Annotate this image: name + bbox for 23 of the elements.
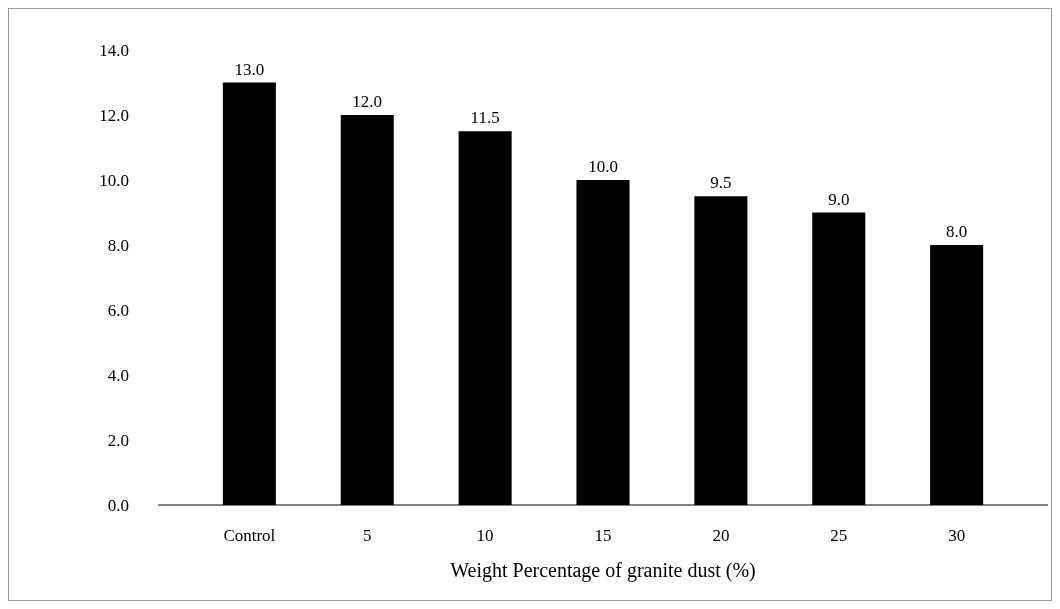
y-tick-label: 12.0 — [99, 105, 129, 125]
x-tick-label: 25 — [830, 526, 848, 545]
data-label: 13.0 — [234, 59, 265, 79]
data-label: 12.0 — [352, 92, 383, 111]
y-tick-label: 6.0 — [107, 300, 129, 320]
data-label: 8.0 — [946, 222, 968, 241]
y-tick-label: 14.0 — [99, 40, 129, 60]
y-tick-label: 2.0 — [107, 430, 129, 450]
x-tick-label: 30 — [948, 526, 966, 545]
y-tick-label: 0.0 — [107, 495, 129, 515]
y-tick-label: 10.0 — [99, 170, 129, 190]
x-tick-label: 15 — [594, 526, 612, 545]
x-tick-label: 5 — [362, 526, 372, 545]
y-tick-label: 8.0 — [107, 235, 129, 255]
data-label: 10.0 — [588, 157, 618, 176]
x-tick-label: Control — [223, 526, 276, 545]
x-tick-label: 10 — [476, 526, 494, 545]
x-tick-label: 20 — [712, 526, 730, 545]
y-tick-label: 4.0 — [107, 365, 129, 385]
data-label: 9.5 — [710, 173, 732, 193]
data-label: 11.5 — [470, 108, 500, 128]
x-axis-title: Weight Percentage of granite dust (%) — [450, 559, 756, 582]
data-label: 9.0 — [828, 189, 850, 209]
